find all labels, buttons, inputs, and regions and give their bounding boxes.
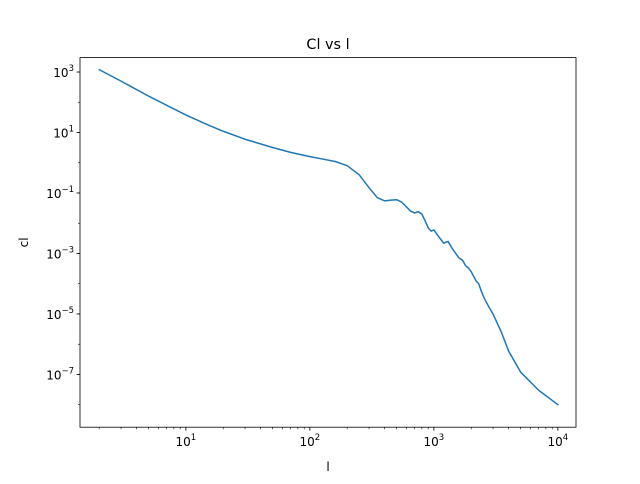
y-axis-ticks: 10−7 10−5 10−3 10−1 101 103: [46, 64, 80, 405]
x-tick-label: 102: [300, 433, 321, 449]
x-tick-label: 104: [548, 433, 569, 449]
y-tick-label: 10−1: [46, 185, 74, 201]
y-tick-label: 10−5: [46, 306, 74, 322]
y-tick-label: 10−7: [46, 366, 74, 382]
x-tick-label: 103: [424, 433, 445, 449]
x-tick-label: 101: [176, 433, 197, 449]
y-tick-label: 101: [53, 125, 74, 141]
cl-series-line: [98, 68, 559, 406]
chart-title: Cl vs l: [306, 37, 349, 53]
y-tick-label: 103: [53, 64, 74, 80]
plot-frame: [79, 57, 577, 428]
y-axis-label: cl: [17, 237, 31, 247]
x-axis-ticks: 101 102 103 104: [98, 427, 569, 449]
plot-background: [80, 57, 576, 428]
x-axis-label: l: [326, 460, 329, 474]
y-tick-label: 10−3: [46, 245, 74, 261]
